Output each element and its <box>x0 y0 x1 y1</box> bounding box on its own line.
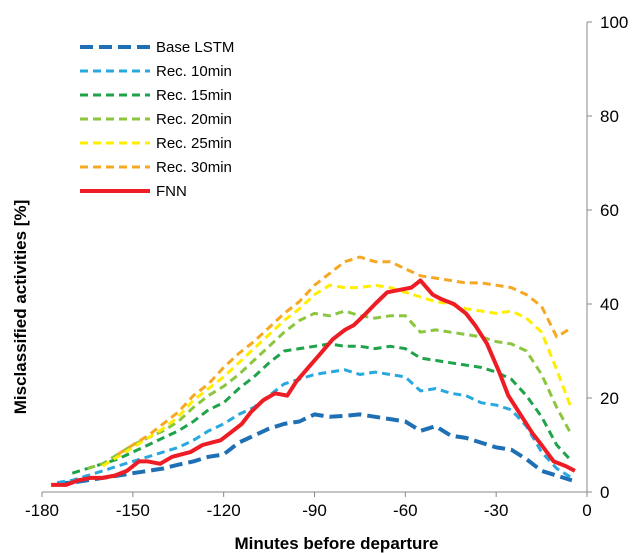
x-tick-label: -120 <box>207 501 241 520</box>
legend-label-rec-30min: Rec. 30min <box>156 159 232 176</box>
legend-label-rec-25min: Rec. 25min <box>156 135 232 152</box>
y-tick-label: 40 <box>600 295 619 314</box>
x-tick-label: -60 <box>393 501 418 520</box>
x-tick-label: -180 <box>25 501 59 520</box>
y-tick-labels: 0 20 40 60 80 100 <box>600 13 628 502</box>
series-line-rec-30min <box>116 255 573 456</box>
series-layer <box>51 255 576 487</box>
series-line-rec-15min <box>71 342 574 475</box>
legend-label-fnn: FNN <box>156 183 187 200</box>
y-tick-label: 100 <box>600 13 628 32</box>
y-tick-label: 0 <box>600 483 609 502</box>
y-tick-label: 60 <box>600 201 619 220</box>
x-tick-label: -30 <box>484 501 509 520</box>
x-tick-label: -150 <box>116 501 150 520</box>
y-tick-label: 80 <box>600 107 619 126</box>
series-line-fnn <box>51 278 576 487</box>
x-axis-label: Minutes before departure <box>234 534 438 553</box>
axes-layer <box>41 21 592 497</box>
legend: Base LSTM Rec. 10min Rec. 15min Rec. 20min R… <box>80 39 234 200</box>
x-tick-labels: -180 -150 -120 -90 -60 -30 0 <box>25 501 592 520</box>
legend-label-base-lstm: Base LSTM <box>156 39 234 56</box>
legend-label-rec-15min: Rec. 15min <box>156 87 232 104</box>
legend-label-rec-10min: Rec. 10min <box>156 63 232 80</box>
x-tick-label: -90 <box>302 501 327 520</box>
series-line-rec-20min <box>86 309 574 470</box>
legend-label-rec-20min: Rec. 20min <box>156 111 232 128</box>
y-tick-label: 20 <box>600 389 619 408</box>
y-axis-label: Misclassified activities [%] <box>11 200 30 414</box>
series-line-base-lstm <box>56 412 573 486</box>
series-line-rec-25min <box>101 283 574 468</box>
x-tick-label: 0 <box>582 501 591 520</box>
